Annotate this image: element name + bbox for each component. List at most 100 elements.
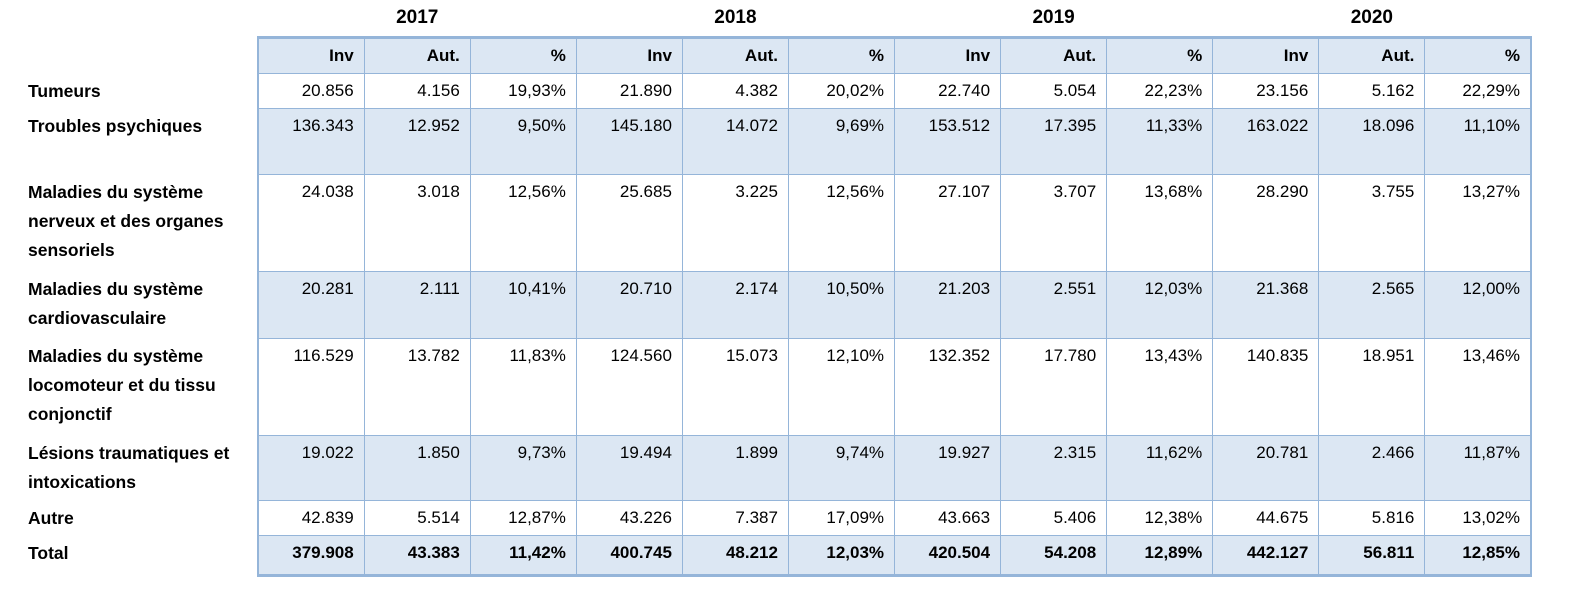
column-header-row: Inv Aut. % Inv Aut. % Inv Aut. % Inv Aut… (0, 36, 1533, 74)
value-cell: 3.018 (363, 174, 471, 272)
value-cell: 12,56% (469, 174, 577, 272)
col-header-pct: % (469, 36, 577, 74)
value-cell: 21.890 (575, 73, 683, 109)
value-cell: 2.111 (363, 271, 471, 339)
table-row-total: Total 379.908 43.383 11,42% 400.745 48.212 12,… (0, 535, 1533, 577)
value-cell: 1.850 (363, 435, 471, 501)
value-cell: 11,42% (469, 535, 577, 577)
value-cell: 43.383 (363, 535, 471, 577)
statistics-table: 2017 2018 2019 2020 Inv Aut. % Inv Aut. … (0, 2, 1533, 577)
value-cell: 11,10% (1424, 108, 1533, 175)
value-cell: 11,87% (1424, 435, 1533, 501)
table-row: Maladies du système nerveux et des organ… (0, 174, 1533, 272)
col-header-inv: Inv (575, 36, 683, 74)
value-cell: 3.225 (681, 174, 789, 272)
table-body: Tumeurs 20.856 4.156 19,93% 21.890 4.382 20,02… (0, 73, 1533, 577)
value-cell: 19.494 (575, 435, 683, 501)
row-label: Autre (0, 500, 259, 536)
value-cell: 43.663 (894, 500, 1002, 536)
value-cell: 11,83% (469, 338, 577, 436)
col-header-aut: Aut. (1000, 36, 1108, 74)
row-label: Maladies du système locomoteur et du tis… (0, 338, 259, 436)
value-cell: 13,27% (1424, 174, 1533, 272)
col-header-pct: % (1106, 36, 1214, 74)
value-cell: 24.038 (257, 174, 365, 272)
value-cell: 48.212 (681, 535, 789, 577)
row-label: Maladies du système nerveux et des organ… (0, 174, 259, 272)
col-header-aut: Aut. (363, 36, 471, 74)
value-cell: 42.839 (257, 500, 365, 536)
value-cell: 116.529 (257, 338, 365, 436)
value-cell: 124.560 (575, 338, 683, 436)
value-cell: 132.352 (894, 338, 1002, 436)
value-cell: 22.740 (894, 73, 1002, 109)
value-cell: 12,10% (787, 338, 896, 436)
value-cell: 15.073 (681, 338, 789, 436)
col-header-aut: Aut. (681, 36, 789, 74)
value-cell: 54.208 (1000, 535, 1108, 577)
value-cell: 12,87% (469, 500, 577, 536)
value-cell: 5.406 (1000, 500, 1108, 536)
value-cell: 12,03% (787, 535, 896, 577)
value-cell: 140.835 (1212, 338, 1320, 436)
value-cell: 7.387 (681, 500, 789, 536)
corner-spacer (0, 37, 259, 74)
value-cell: 9,69% (787, 108, 896, 175)
value-cell: 20.781 (1212, 435, 1320, 501)
value-cell: 420.504 (894, 535, 1002, 577)
value-cell: 442.127 (1212, 535, 1320, 577)
value-cell: 20.281 (257, 271, 365, 339)
year-header-2020: 2020 (1212, 2, 1531, 38)
value-cell: 163.022 (1212, 108, 1320, 175)
value-cell: 5.054 (1000, 73, 1108, 109)
table-row: Troubles psychiques 136.343 12.952 9,50% 145… (0, 108, 1533, 175)
value-cell: 2.466 (1318, 435, 1426, 501)
value-cell: 12,00% (1424, 271, 1533, 339)
table-row: Maladies du système cardiovasculaire 20.2… (0, 271, 1533, 339)
value-cell: 19,93% (469, 73, 577, 109)
col-header-aut: Aut. (1318, 36, 1426, 74)
table-row: Tumeurs 20.856 4.156 19,93% 21.890 4.382 20,02… (0, 73, 1533, 109)
value-cell: 136.343 (257, 108, 365, 175)
year-header-row: 2017 2018 2019 2020 (0, 2, 1531, 38)
value-cell: 5.816 (1318, 500, 1426, 536)
table-row: Maladies du système locomoteur et du tis… (0, 338, 1533, 436)
value-cell: 22,23% (1106, 73, 1214, 109)
value-cell: 18.951 (1318, 338, 1426, 436)
value-cell: 23.156 (1212, 73, 1320, 109)
row-label: Troubles psychiques (0, 108, 259, 175)
value-cell: 17,09% (787, 500, 896, 536)
value-cell: 17.780 (1000, 338, 1108, 436)
value-cell: 14.072 (681, 108, 789, 175)
value-cell: 4.156 (363, 73, 471, 109)
value-cell: 2.565 (1318, 271, 1426, 339)
value-cell: 43.226 (575, 500, 683, 536)
value-cell: 12,03% (1106, 271, 1214, 339)
value-cell: 13,43% (1106, 338, 1214, 436)
value-cell: 21.203 (894, 271, 1002, 339)
value-cell: 28.290 (1212, 174, 1320, 272)
value-cell: 19.927 (894, 435, 1002, 501)
row-label: Tumeurs (0, 73, 259, 109)
table-row: Autre 42.839 5.514 12,87% 43.226 7.387 17,09% 4… (0, 500, 1533, 536)
col-header-pct: % (787, 36, 896, 74)
value-cell: 10,50% (787, 271, 896, 339)
value-cell: 10,41% (469, 271, 577, 339)
value-cell: 9,74% (787, 435, 896, 501)
year-header-2017: 2017 (258, 2, 577, 38)
value-cell: 2.315 (1000, 435, 1108, 501)
value-cell: 25.685 (575, 174, 683, 272)
year-header-2019: 2019 (894, 2, 1213, 38)
value-cell: 12,85% (1424, 535, 1533, 577)
value-cell: 4.382 (681, 73, 789, 109)
value-cell: 145.180 (575, 108, 683, 175)
col-header-inv: Inv (257, 36, 365, 74)
year-header-2018: 2018 (576, 2, 895, 38)
value-cell: 12.952 (363, 108, 471, 175)
value-cell: 2.174 (681, 271, 789, 339)
value-cell: 21.368 (1212, 271, 1320, 339)
row-label: Maladies du système cardiovasculaire (0, 271, 259, 339)
value-cell: 3.707 (1000, 174, 1108, 272)
value-cell: 11,62% (1106, 435, 1214, 501)
